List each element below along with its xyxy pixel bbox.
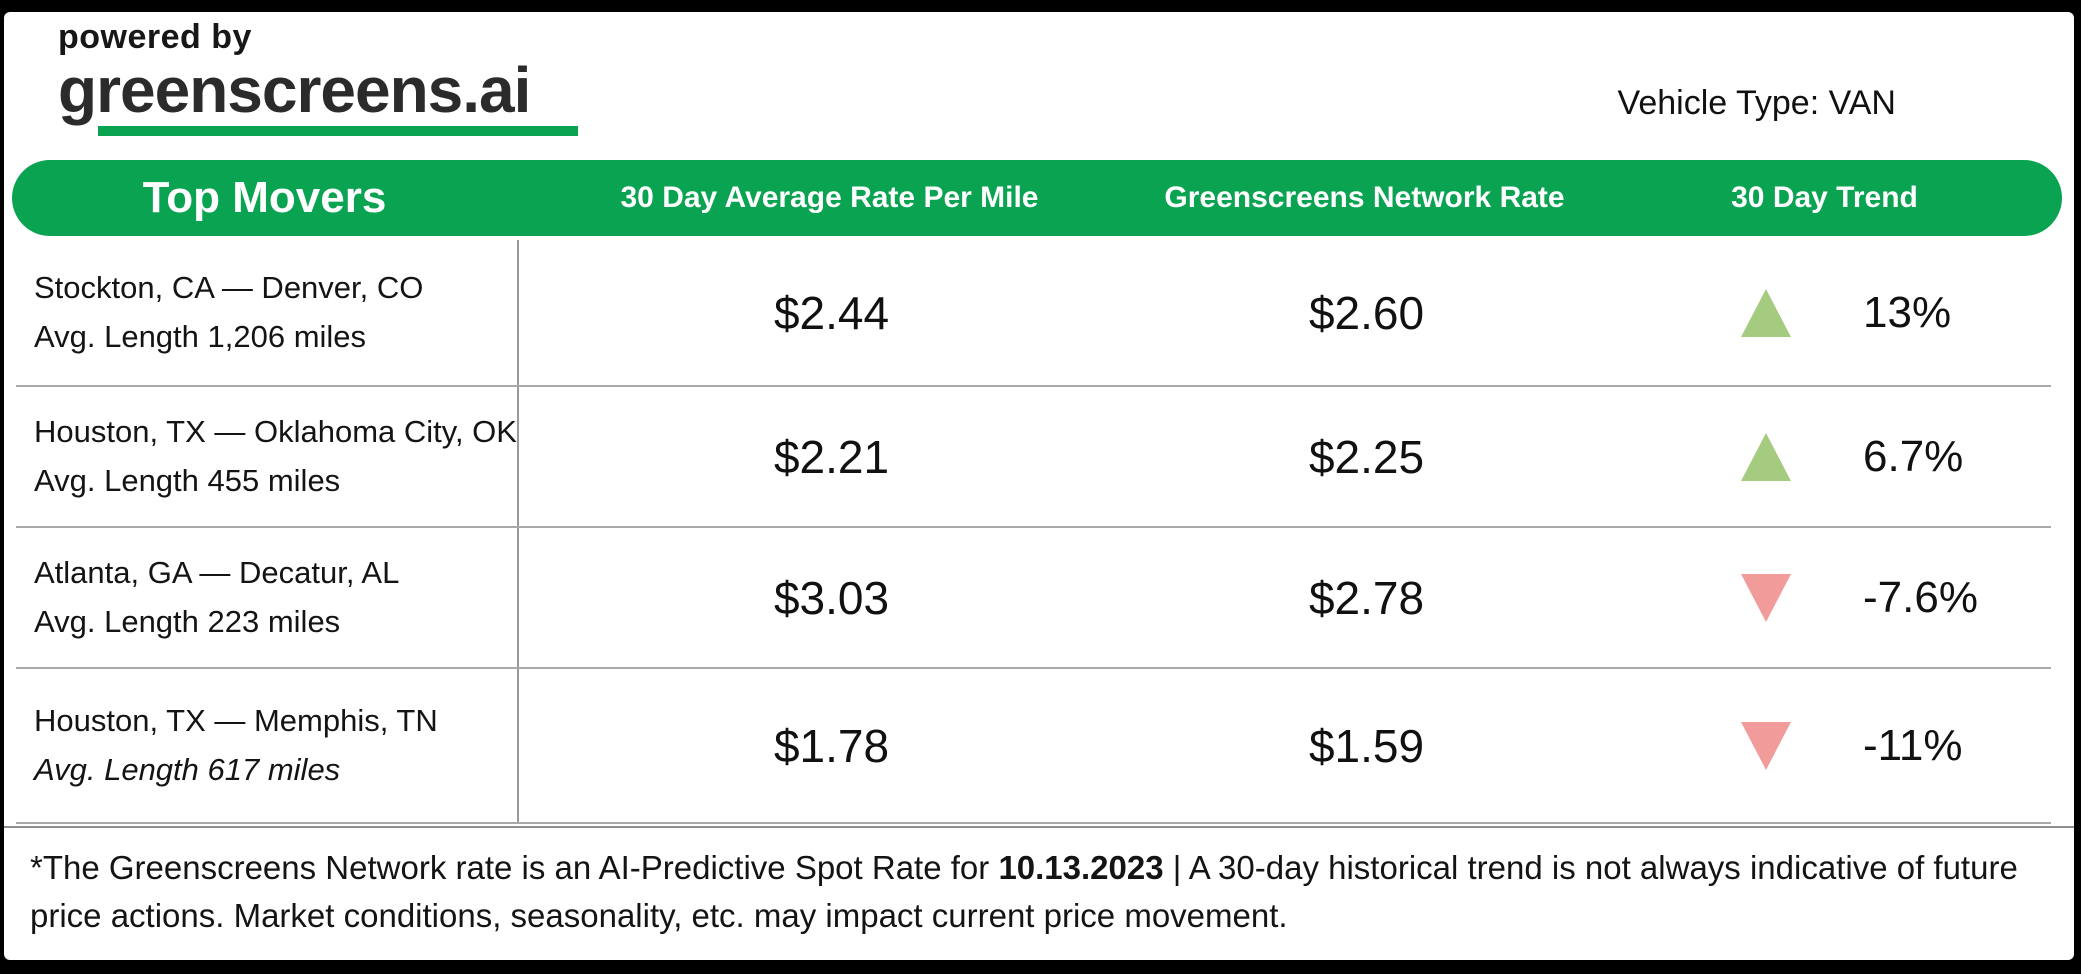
disclaimer: *The Greenscreens Network rate is an AI-… xyxy=(4,826,2074,940)
column-header-network-rate: Greenscreens Network Rate xyxy=(1164,181,1565,214)
brand-wordmark: greenscreens.ai xyxy=(58,54,531,126)
trend-cell: 6.7% xyxy=(1589,387,2051,526)
lane-cell: Houston, TX — Oklahoma City, OK Avg. Len… xyxy=(16,387,519,526)
trend-percent: -7.6% xyxy=(1863,572,1978,622)
lane-avg-length: Avg. Length 223 miles xyxy=(34,603,341,639)
trend-percent: 13% xyxy=(1863,287,1952,337)
avg-rate-value: $3.03 xyxy=(773,571,890,624)
column-header-trend: 30 Day Trend xyxy=(1731,181,1918,214)
network-rate-value: $2.60 xyxy=(1308,286,1425,339)
avg-rate-value: $2.21 xyxy=(773,430,890,483)
vehicle-type-label: Vehicle Type: VAN xyxy=(1617,84,1896,122)
trend-up-triangle-icon xyxy=(1741,432,1791,481)
table-row: Atlanta, GA — Decatur, AL Avg. Length 22… xyxy=(16,528,2051,669)
lane-name: Atlanta, GA — Decatur, AL xyxy=(34,555,400,591)
greenscreens-logo: powered by greenscreens.ai xyxy=(58,18,578,137)
column-header-avg-rate: 30 Day Average Rate Per Mile xyxy=(620,181,1039,214)
trend-percent: 6.7% xyxy=(1863,431,1964,481)
table-header-bar: Top Movers 30 Day Average Rate Per Mile … xyxy=(12,160,2062,236)
powered-by-text: powered by xyxy=(58,18,252,56)
network-rate-value: $2.25 xyxy=(1308,430,1425,483)
trend-up-triangle-icon xyxy=(1741,288,1791,337)
lane-avg-length: Avg. Length 1,206 miles xyxy=(34,318,367,354)
table-body: Stockton, CA — Denver, CO Avg. Length 1,… xyxy=(16,240,2051,824)
avg-rate-value: $1.78 xyxy=(773,719,890,772)
table-row: Houston, TX — Memphis, TN Avg. Length 61… xyxy=(16,669,2051,824)
avg-rate-value: $2.44 xyxy=(773,286,890,339)
lane-avg-length: Avg. Length 617 miles xyxy=(34,751,341,787)
lane-cell: Atlanta, GA — Decatur, AL Avg. Length 22… xyxy=(16,528,519,667)
table-row: Houston, TX — Oklahoma City, OK Avg. Len… xyxy=(16,387,2051,528)
report-card: powered by greenscreens.ai Vehicle Type:… xyxy=(4,12,2074,960)
lane-name: Stockton, CA — Denver, CO xyxy=(34,270,424,306)
trend-cell: -7.6% xyxy=(1589,528,2051,667)
disclaimer-text-prefix: *The Greenscreens Network rate is an AI-… xyxy=(30,849,999,886)
lane-name: Houston, TX — Memphis, TN xyxy=(34,703,438,739)
table-title: Top Movers xyxy=(142,173,387,222)
table-row: Stockton, CA — Denver, CO Avg. Length 1,… xyxy=(16,240,2051,387)
lane-avg-length: Avg. Length 455 miles xyxy=(34,462,341,498)
disclaimer-date: 10.13.2023 xyxy=(998,849,1164,886)
lane-cell: Houston, TX — Memphis, TN Avg. Length 61… xyxy=(16,669,519,822)
trend-down-triangle-icon xyxy=(1741,573,1791,622)
disclaimer-text-suffix: | A 30-day historical trend is not alway… xyxy=(30,849,2018,934)
trend-percent: -11% xyxy=(1863,720,1963,770)
lane-cell: Stockton, CA — Denver, CO Avg. Length 1,… xyxy=(16,240,519,385)
trend-cell: -11% xyxy=(1589,669,2051,822)
network-rate-value: $2.78 xyxy=(1308,571,1425,624)
trend-cell: 13% xyxy=(1589,240,2051,385)
trend-down-triangle-icon xyxy=(1741,721,1791,770)
network-rate-value: $1.59 xyxy=(1308,719,1425,772)
lane-name: Houston, TX — Oklahoma City, OK xyxy=(34,414,517,450)
brand-underline xyxy=(98,126,578,137)
